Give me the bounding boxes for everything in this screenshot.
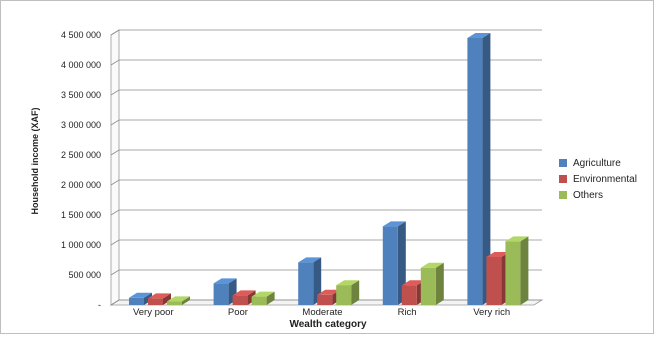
- bar-agriculture-poor: [213, 278, 237, 305]
- x-tick-labels: Very poor Poor Moderate Rich Very rich: [133, 307, 510, 318]
- bar-agriculture-very-rich: [467, 33, 491, 305]
- y-tick-label: 4 000 000: [61, 60, 101, 70]
- legend-label-agriculture: Agriculture: [573, 157, 621, 169]
- x-tick-label: Poor: [228, 307, 248, 318]
- legend-item-environmental: Environmental: [559, 171, 637, 187]
- legend-label-others: Others: [573, 189, 604, 201]
- bar-others-rich: [420, 262, 444, 305]
- gridline: [110, 119, 542, 126]
- bar-environmental-very-poor: [148, 293, 171, 305]
- side-wall: [110, 29, 120, 306]
- gridlines: [110, 29, 542, 306]
- gridline: [110, 179, 542, 186]
- bar-others-moderate: [336, 280, 360, 305]
- legend-swatch-environmental: [559, 175, 567, 183]
- y-tick-label: -: [98, 300, 101, 310]
- gridline: [110, 29, 542, 36]
- y-tick-label: 1 000 000: [61, 240, 101, 250]
- bars: [129, 33, 529, 305]
- legend-item-others: Others: [559, 187, 637, 203]
- y-tick-label: 2 500 000: [61, 150, 101, 160]
- bar-others-very-poor: [167, 296, 190, 305]
- x-tick-label: Very rich: [473, 307, 510, 318]
- gridline: [110, 59, 542, 66]
- y-tick-label: 3 500 000: [61, 90, 101, 100]
- y-tick-labels: - 500 000 1 000 000 1 500 000 2 000 000 2 500…: [61, 30, 101, 310]
- x-tick-label: Rich: [398, 307, 417, 318]
- legend-swatch-others: [559, 191, 567, 199]
- y-tick-label: 3 000 000: [61, 120, 101, 130]
- gridline: [110, 89, 542, 96]
- bar-others-very-rich: [505, 236, 529, 305]
- bar-agriculture-moderate: [298, 257, 322, 305]
- bar-others-poor: [251, 291, 275, 305]
- y-tick-label: 4 500 000: [61, 30, 101, 40]
- x-tick-label: Moderate: [302, 307, 342, 318]
- y-tick-label: 1 500 000: [61, 210, 101, 220]
- gridline: [110, 149, 542, 156]
- bar-chart: - 500 000 1 000 000 1 500 000 2 000 000 2 500…: [30, 29, 544, 330]
- x-axis-label: Wealth category: [289, 319, 366, 330]
- gridline: [110, 209, 542, 216]
- legend-label-environmental: Environmental: [573, 173, 637, 185]
- y-tick-label: 500 000: [68, 270, 101, 280]
- legend-item-agriculture: Agriculture: [559, 155, 637, 171]
- legend: Agriculture Environmental Others: [559, 155, 637, 203]
- legend-swatch-agriculture: [559, 159, 567, 167]
- y-tick-label: 2 000 000: [61, 180, 101, 190]
- y-axis-label: Household income (XAF): [30, 107, 40, 214]
- x-tick-label: Very poor: [133, 307, 174, 318]
